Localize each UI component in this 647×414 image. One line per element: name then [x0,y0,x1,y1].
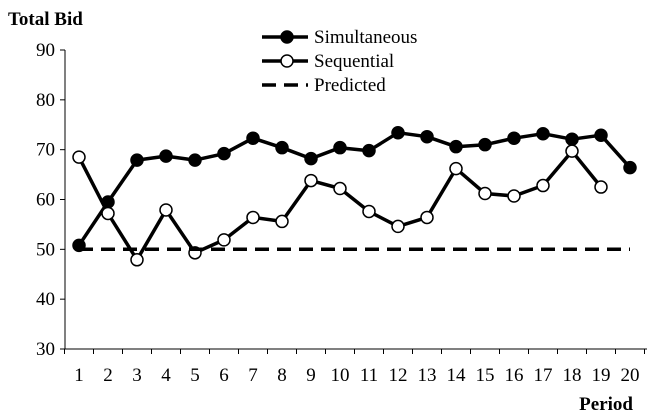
x-tick-label: 3 [132,365,142,386]
legend-label: Simultaneous [314,27,417,48]
series-layer [72,125,637,267]
data-point [275,214,289,229]
x-tick-label: 5 [190,365,200,386]
legend-marker [280,54,294,68]
data-point [420,129,434,144]
data-point [391,219,405,234]
data-point [478,137,492,152]
legend-marker [280,30,294,44]
data-point [188,153,202,167]
x-tick-label: 4 [161,365,171,386]
data-point [333,140,347,155]
x-tick-label: 8 [277,365,287,386]
x-tick-label: 18 [563,365,582,386]
x-tick-label: 16 [505,365,524,386]
data-point [362,204,376,219]
data-point [72,150,86,164]
x-tick-label: 1 [74,365,84,386]
x-tick-label: 10 [331,365,350,386]
legend-label: Sequential [314,51,394,72]
data-point [101,206,115,221]
data-point [159,203,173,217]
series-simultaneous [72,125,637,253]
data-point [420,210,434,225]
legend: Simultaneous Sequential Predicted [262,27,417,96]
x-tick-label: 6 [219,365,229,386]
y-tick-label: 60 [36,190,55,211]
legend-label: Predicted [314,75,386,96]
x-tick-label: 7 [248,365,258,386]
data-point [449,161,463,176]
data-point [130,153,144,167]
data-point [159,149,173,163]
x-tick-label: 19 [592,365,611,386]
data-point [565,144,579,158]
data-point [304,151,318,166]
data-point [536,126,550,141]
y-tick-label: 40 [36,289,55,310]
data-point [449,139,463,154]
data-point [391,125,405,140]
x-tick-label: 2 [103,365,113,386]
y-tick-label: 70 [36,140,55,161]
x-tick-label: 11 [360,365,378,386]
data-point [246,131,260,145]
data-point [565,132,579,146]
data-point [275,140,289,155]
y-tick-label: 50 [36,239,55,260]
data-point [217,233,231,247]
x-axis-title: Period [579,394,633,414]
x-tick-label: 17 [534,365,553,386]
data-point [478,186,492,201]
data-point [217,146,231,161]
x-tick-label: 20 [621,365,640,386]
series-line [77,149,603,262]
x-tick-label: 13 [418,365,437,386]
data-point [362,143,376,158]
data-point [333,181,347,196]
data-point [536,178,550,193]
data-point [594,128,608,142]
x-tick-label: 14 [447,365,467,386]
data-point [507,131,521,145]
data-point [594,180,608,194]
data-point [507,189,521,203]
y-tick-label: 80 [36,90,55,111]
data-point [623,160,637,175]
y-tick-label: 90 [36,40,55,61]
data-point [130,253,144,267]
data-point [246,210,260,225]
data-point [304,173,318,188]
y-axis-title: Total Bid [8,9,83,30]
x-tick-label: 12 [389,365,408,386]
y-tick-label: 30 [36,339,55,360]
x-tick-label: 15 [476,365,495,386]
x-tick-label: 9 [306,365,316,386]
